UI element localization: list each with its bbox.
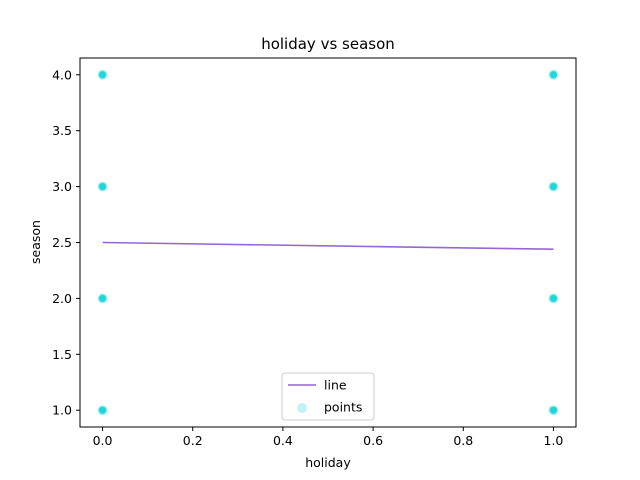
x-tick-label: 0.8 — [453, 433, 473, 448]
legend: line points — [281, 372, 375, 421]
x-axis: 0.0 0.2 0.4 0.6 0.8 1.0 — [93, 427, 564, 448]
x-tick-label: 1.0 — [544, 433, 564, 448]
y-tick-label: 1.5 — [52, 347, 72, 362]
y-tick-label: 3.5 — [52, 123, 72, 138]
y-axis: 1.0 1.5 2.0 2.5 3.0 3.5 4.0 — [52, 67, 80, 418]
scatter-point-core — [98, 406, 107, 414]
chart-title: holiday vs season — [261, 35, 395, 53]
y-tick-label: 4.0 — [52, 67, 72, 82]
scatter-point-core — [549, 71, 558, 79]
scatter-point-core — [98, 182, 107, 191]
x-tick-label: 0.2 — [183, 433, 203, 448]
y-tick-label: 3.0 — [52, 179, 72, 194]
x-tick-label: 0.0 — [93, 433, 113, 448]
x-tick-label: 0.4 — [273, 433, 293, 448]
x-axis-label: holiday — [305, 455, 351, 470]
plot-area — [79, 57, 577, 428]
legend-marker-swatch — [297, 403, 307, 413]
y-tick-label: 1.0 — [52, 403, 72, 418]
legend-label: points — [324, 400, 362, 415]
y-tick-label: 2.0 — [52, 291, 72, 306]
series-line — [102, 241, 554, 251]
scatter-point-core — [98, 294, 107, 303]
scatter-point-core — [549, 182, 558, 191]
x-tick-label: 0.6 — [363, 433, 383, 448]
legend-label: line — [324, 378, 347, 393]
scatter-point-core — [549, 294, 558, 303]
y-tick-label: 2.5 — [52, 235, 72, 250]
scatter-point-core — [98, 71, 107, 79]
scatter-point-core — [549, 406, 558, 414]
y-axis-label: season — [28, 220, 43, 264]
